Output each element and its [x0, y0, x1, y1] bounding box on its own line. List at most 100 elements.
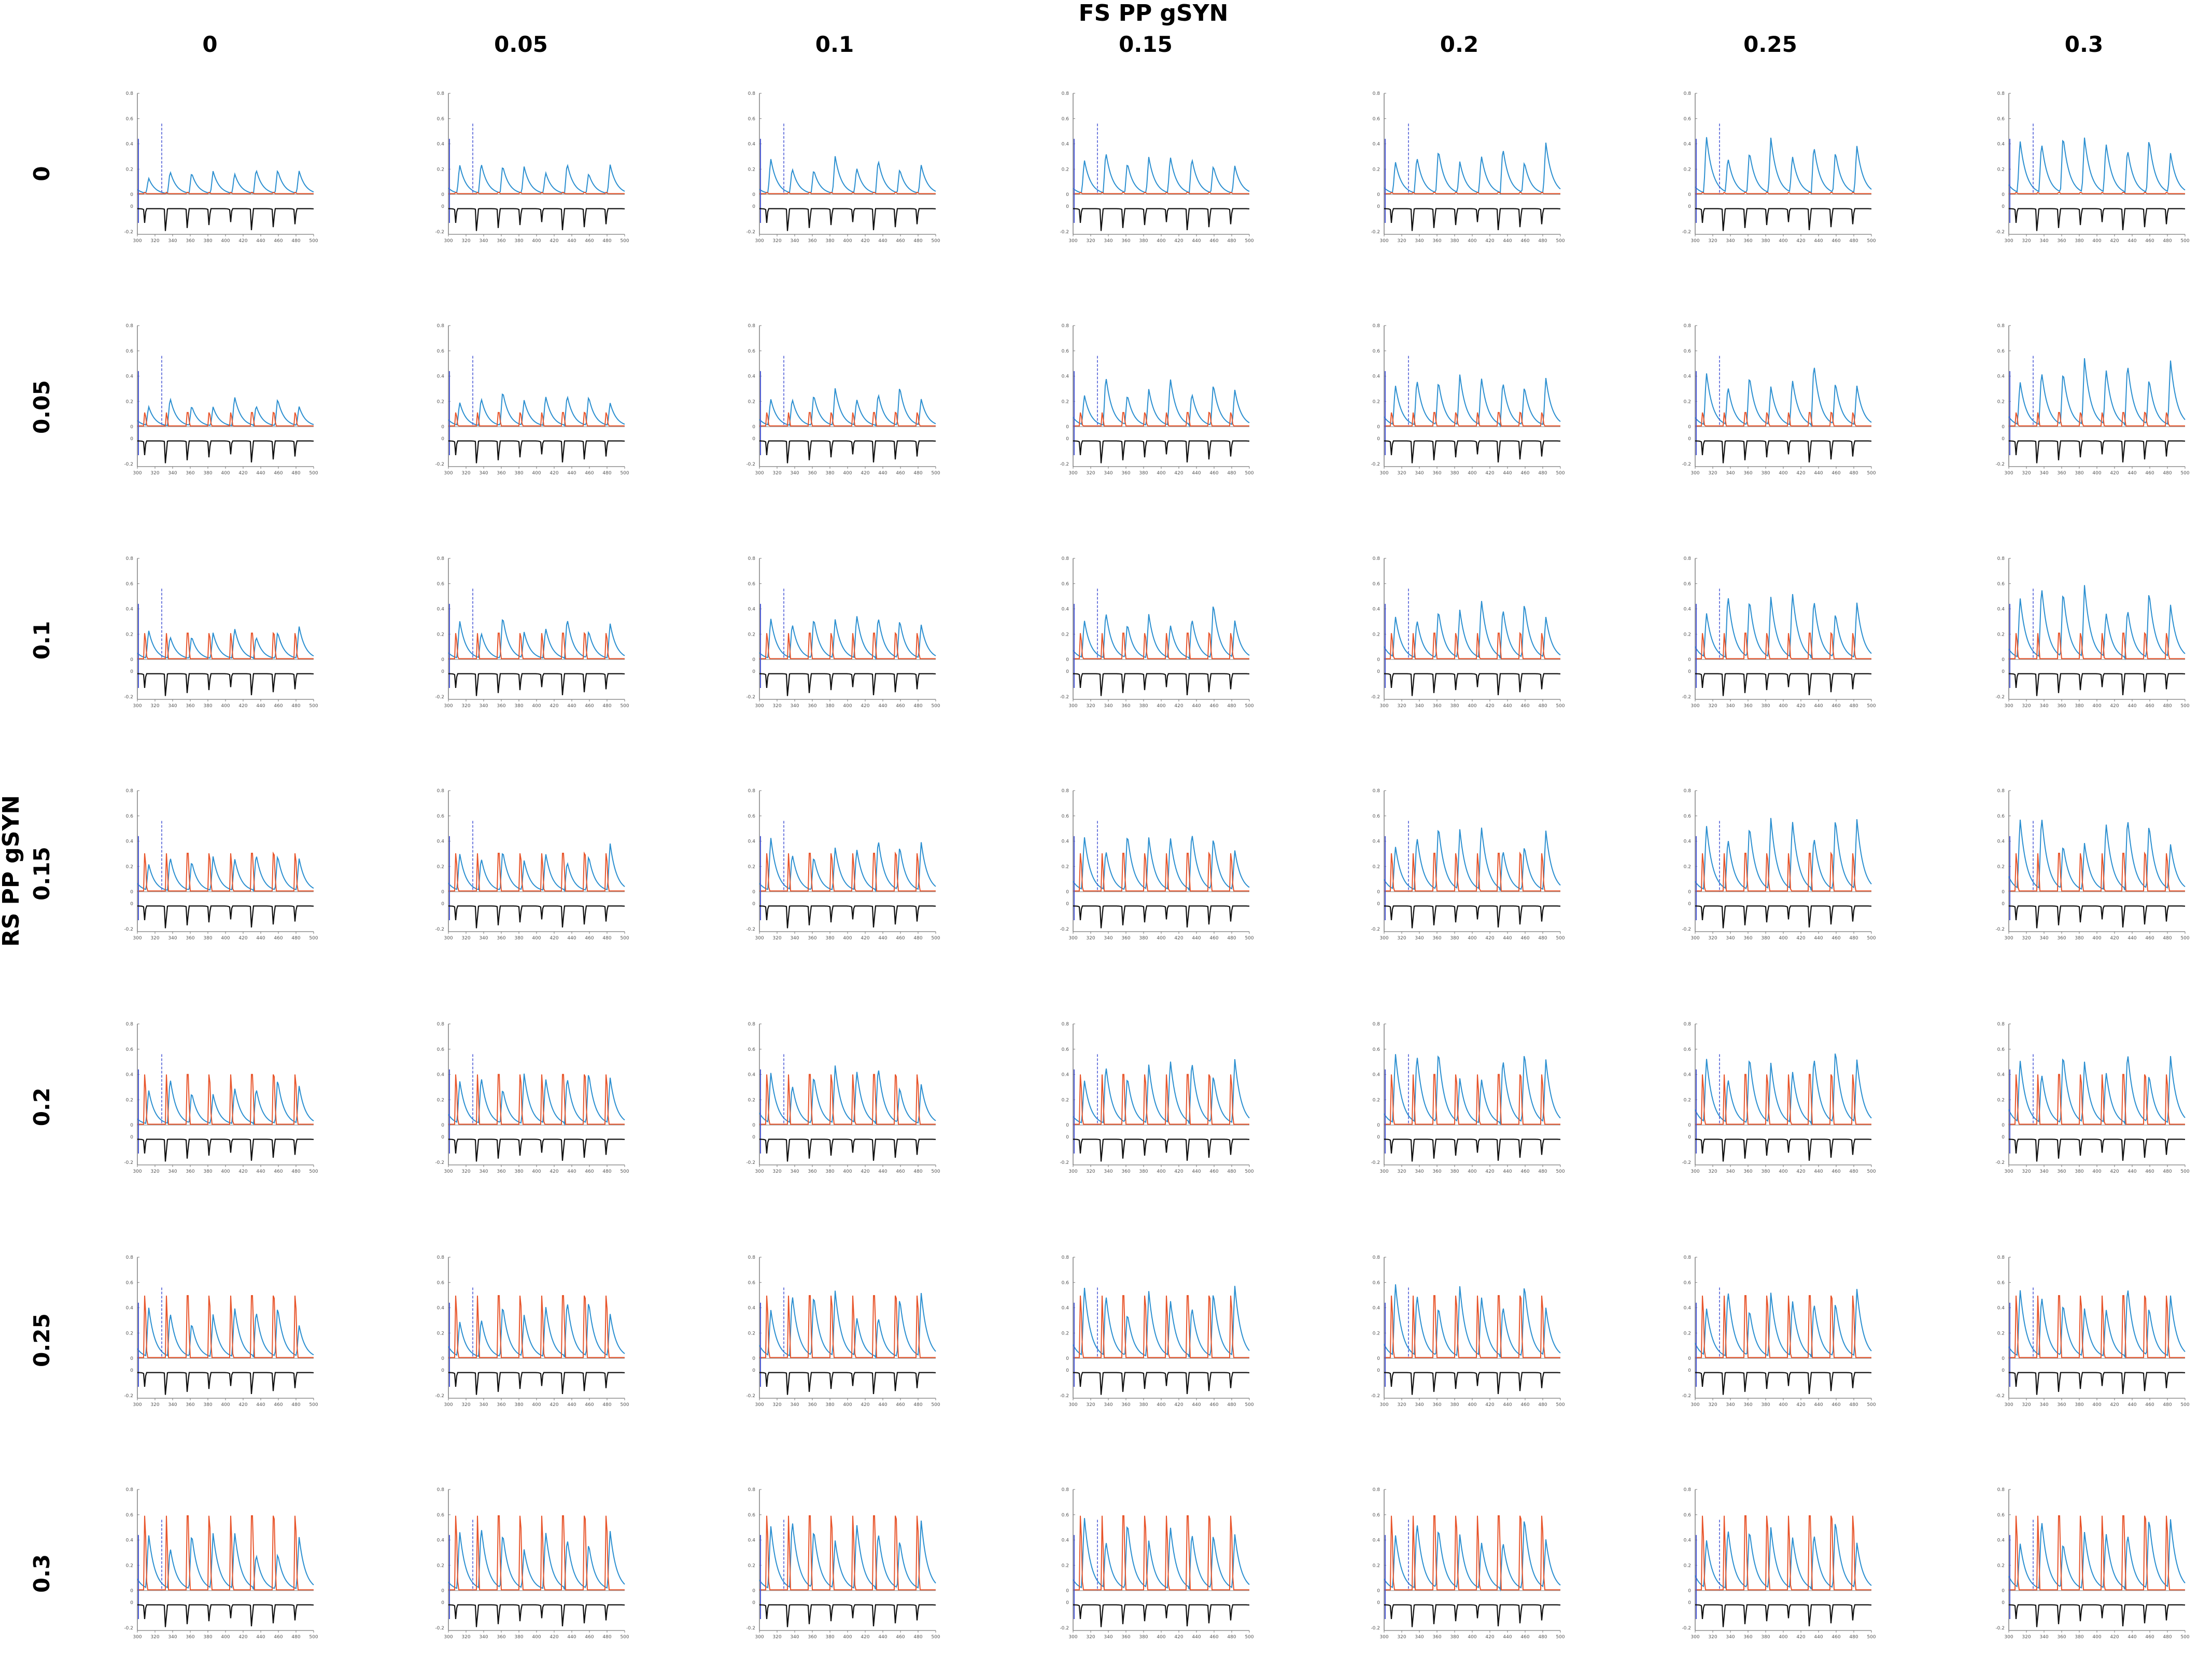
y-tick-label: 0 — [2002, 1368, 2005, 1373]
y-tick-label: 0 — [1066, 204, 1069, 209]
y-tick-label: 0.8 — [1373, 1022, 1380, 1027]
x-tick-label: 400 — [221, 1635, 230, 1640]
y-tick-label: 0.2 — [1062, 167, 1069, 172]
y-tick-label: 0.2 — [748, 632, 755, 637]
y-tick-label: 0.8 — [748, 1022, 756, 1027]
x-tick-label: 440 — [1814, 704, 1823, 709]
y-tick-label: 0.6 — [1062, 1513, 1069, 1518]
x-tick-label: 480 — [1227, 1402, 1236, 1408]
y-tick-label: 0.6 — [1062, 814, 1069, 819]
y-tick-label: 0 — [441, 1588, 444, 1594]
y-tick-label: 0.8 — [748, 324, 756, 329]
x-tick-label: 300 — [133, 238, 142, 244]
orange-series-line — [2009, 191, 2185, 194]
x-tick-label: 380 — [2075, 1402, 2083, 1408]
y-tick-label: 0 — [2002, 437, 2005, 442]
y-tick-label: 0.8 — [1997, 1487, 2005, 1493]
y-tick-label: 0.4 — [126, 1073, 134, 1078]
x-tick-label: 320 — [772, 936, 781, 941]
x-tick-label: 380 — [1761, 238, 1770, 244]
x-tick-label: 340 — [168, 471, 177, 476]
y-tick-label: 0 — [752, 669, 755, 674]
x-tick-label: 320 — [1086, 471, 1095, 476]
y-tick-label: 0 — [130, 1135, 133, 1140]
x-tick-label: 340 — [479, 1402, 488, 1408]
black-series-line — [448, 440, 625, 463]
x-tick-label: 380 — [514, 238, 523, 244]
x-tick-label: 320 — [1397, 1635, 1406, 1640]
x-tick-label: 360 — [497, 238, 505, 244]
y-tick-label: 0.4 — [1062, 607, 1069, 612]
y-tick-label: 0.2 — [1997, 167, 2005, 172]
y-tick-label: 0.6 — [1684, 117, 1692, 122]
x-tick-label: 320 — [2022, 1169, 2031, 1174]
column-label: 0.1 — [815, 32, 854, 57]
x-tick-label: 340 — [479, 1635, 488, 1640]
x-tick-label: 300 — [2004, 471, 2013, 476]
y-tick-label: 0.2 — [437, 167, 444, 172]
x-tick-label: 420 — [1174, 471, 1183, 476]
y-tick-label: 0.2 — [1997, 632, 2005, 637]
x-tick-label: 480 — [1227, 936, 1236, 941]
x-tick-label: 360 — [1121, 1635, 1130, 1640]
y-tick-label: 0 — [1688, 890, 1691, 895]
orange-series-line — [2009, 851, 2185, 892]
x-tick-label: 400 — [532, 936, 541, 941]
x-tick-label: 320 — [150, 238, 159, 244]
y-tick-label: 0.6 — [1684, 349, 1692, 354]
y-tick-label: 0 — [130, 902, 133, 907]
orange-series-line — [1384, 1074, 1560, 1125]
x-tick-label: 340 — [1415, 1635, 1424, 1640]
y-tick-label: 0 — [2002, 192, 2005, 198]
x-tick-label: 460 — [1209, 1635, 1218, 1640]
x-tick-label: 300 — [1690, 1402, 1699, 1408]
y-tick-label: 0 — [130, 425, 133, 430]
x-tick-label: 440 — [567, 471, 576, 476]
black-series-line — [448, 208, 625, 231]
x-tick-label: 480 — [1227, 1635, 1236, 1640]
x-tick-label: 300 — [1690, 1169, 1699, 1174]
y-tick-label: 0 — [130, 1588, 133, 1594]
orange-series-line — [1384, 851, 1560, 892]
x-tick-label: 460 — [1831, 1169, 1840, 1174]
panel: 0.8 0.6 0.4 0.2 0 0 -0.2 300 320 340 360 380 400 420 4… — [1995, 1022, 2189, 1174]
x-tick-label: 340 — [2039, 1402, 2048, 1408]
black-series-line — [448, 673, 625, 696]
x-tick-label: 320 — [1708, 704, 1717, 709]
x-tick-label: 320 — [1086, 1402, 1095, 1408]
x-tick-label: 440 — [256, 1169, 265, 1174]
x-tick-label: 320 — [1086, 1635, 1095, 1640]
y-tick-label: 0.6 — [1373, 349, 1380, 354]
x-tick-label: 320 — [461, 936, 470, 941]
x-tick-label: 380 — [1450, 1402, 1459, 1408]
x-tick-label: 480 — [1538, 1402, 1547, 1408]
y-tick-label: 0 — [1377, 657, 1380, 663]
x-tick-label: 360 — [1121, 1402, 1130, 1408]
x-tick-label: 320 — [461, 1402, 470, 1408]
y-tick-label: 0.2 — [748, 167, 755, 172]
x-tick-label: 460 — [896, 1402, 905, 1408]
x-tick-label: 440 — [1814, 238, 1823, 244]
x-tick-label: 360 — [1743, 704, 1752, 709]
x-tick-label: 440 — [1503, 1635, 1512, 1640]
x-tick-label: 400 — [221, 1169, 230, 1174]
x-tick-label: 440 — [2128, 238, 2136, 244]
blue-series-line — [2008, 1290, 2186, 1359]
orange-series-line — [1384, 1515, 1560, 1591]
x-tick-label: 320 — [2022, 936, 2031, 941]
x-tick-label: 420 — [238, 1402, 247, 1408]
x-tick-label: 500 — [1245, 1169, 1253, 1174]
y-tick-label: 0.8 — [437, 324, 445, 329]
x-tick-label: 480 — [1538, 471, 1547, 476]
y-tick-label: -0.2 — [1371, 230, 1380, 235]
y-tick-label: 0.6 — [437, 349, 445, 354]
x-tick-label: 440 — [1814, 1402, 1823, 1408]
x-tick-label: 400 — [1157, 1169, 1165, 1174]
y-tick-label: 0 — [1688, 425, 1691, 430]
x-tick-label: 380 — [514, 936, 523, 941]
y-tick-label: 0.8 — [1062, 556, 1069, 561]
row-label: 0.1 — [29, 621, 54, 659]
x-tick-label: 500 — [1867, 704, 1876, 709]
y-tick-label: -0.2 — [746, 230, 755, 235]
y-tick-label: 0.8 — [748, 1255, 756, 1260]
